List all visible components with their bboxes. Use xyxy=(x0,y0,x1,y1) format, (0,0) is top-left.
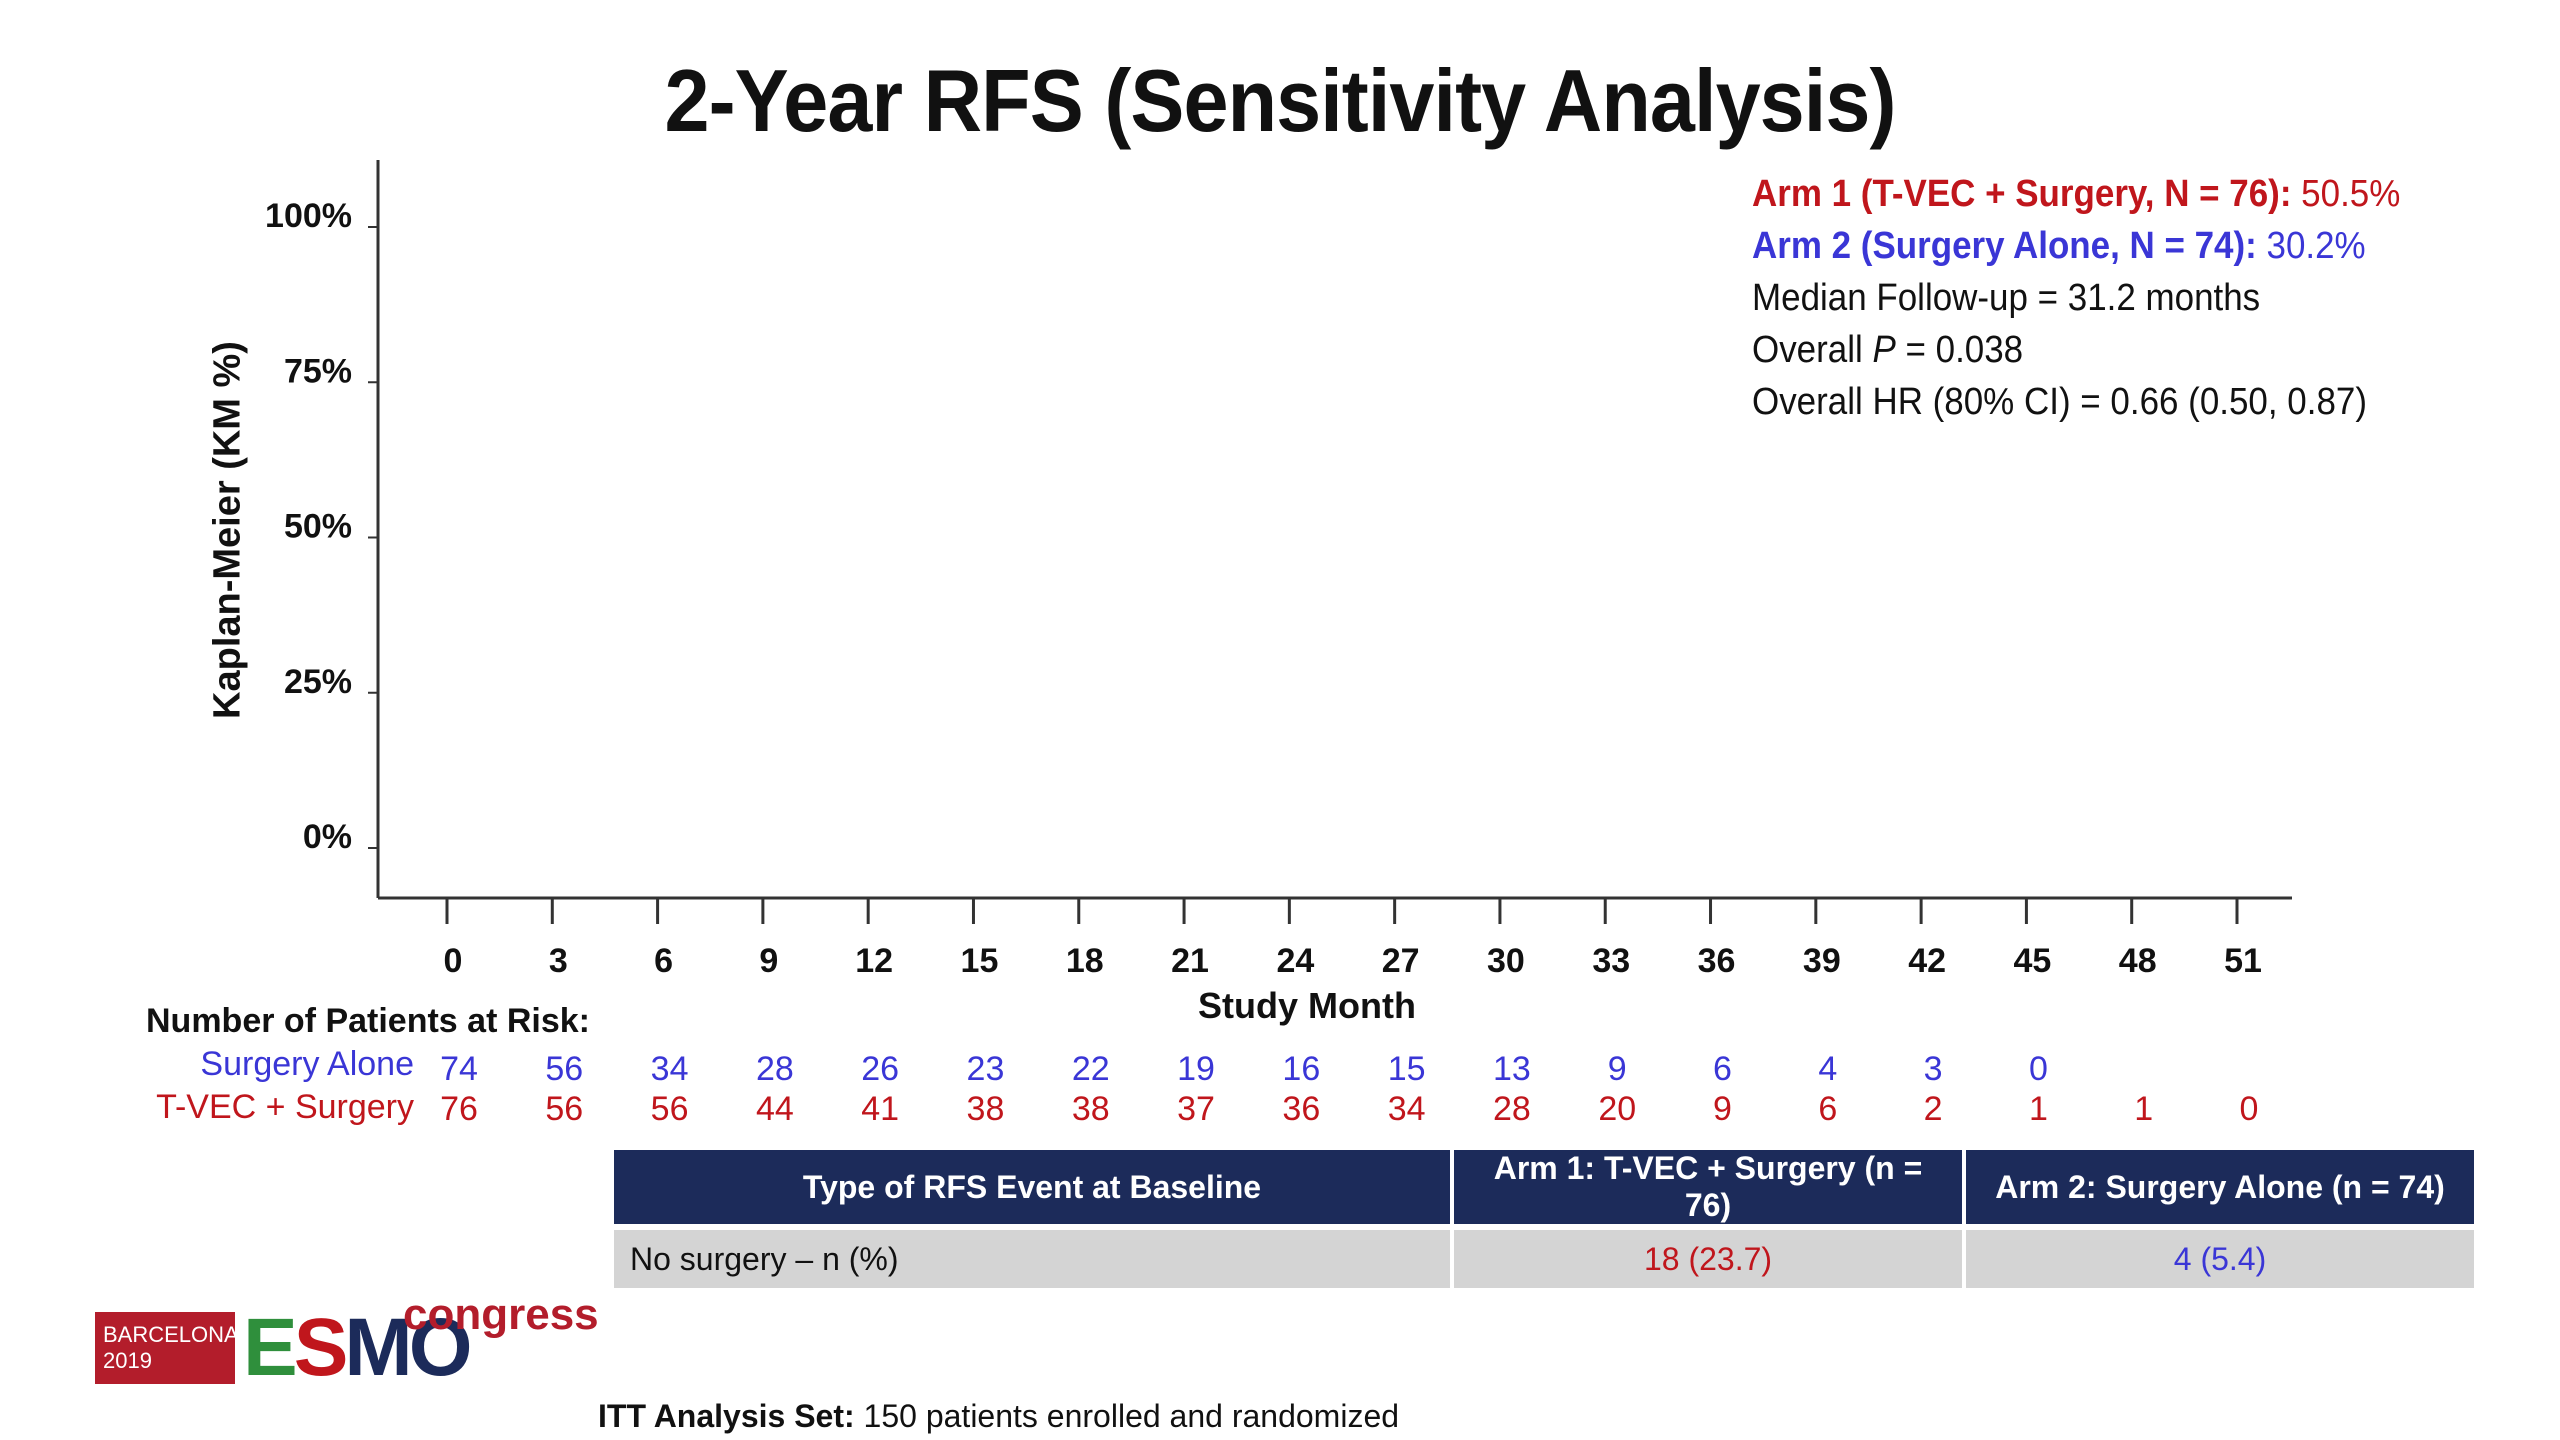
risk-value: 76 xyxy=(440,1090,478,1128)
x-tick-label: 21 xyxy=(1171,942,1209,980)
pvalue-rest: = 0.038 xyxy=(1895,329,2024,371)
risk-value: 15 xyxy=(1387,1050,1426,1088)
risk-value: 28 xyxy=(1493,1090,1531,1128)
logo-year: 2019 xyxy=(103,1348,152,1373)
arm2-value: 30.2% xyxy=(2266,225,2366,267)
risk-value: 56 xyxy=(650,1090,689,1128)
risk-value: 56 xyxy=(545,1050,584,1088)
logo-city-badge: BARCELONA 2019 xyxy=(95,1312,239,1384)
y-tick-label: 0% xyxy=(303,818,352,856)
risk-value: 41 xyxy=(861,1090,900,1128)
risk-value: 38 xyxy=(1071,1090,1110,1128)
events-header-row: Type of RFS Event at Baseline Arm 1: T-V… xyxy=(614,1150,2474,1224)
y-tick-label: 75% xyxy=(284,352,352,390)
stats-box: Arm 1 (T-VEC + Surgery, N = 76): 50.5% A… xyxy=(1752,168,2400,428)
x-tick-label: 3 xyxy=(549,942,568,980)
risk-value: 1 xyxy=(2028,1090,2048,1128)
risk-value: 37 xyxy=(1177,1090,1215,1128)
y-tick-label: 100% xyxy=(265,197,352,235)
risk-value: 1 xyxy=(2134,1090,2154,1128)
x-tick-label: 51 xyxy=(2224,942,2262,980)
logo-esmo: ESMO xyxy=(243,1307,473,1389)
footer-bold: ITT Analysis Set: xyxy=(598,1398,855,1434)
risk-value: 20 xyxy=(1598,1090,1637,1128)
logo-letter-o: O xyxy=(408,1302,473,1393)
arm1-label: Arm 1 (T-VEC + Surgery, N = 76): xyxy=(1752,173,2292,215)
risk-value: 56 xyxy=(545,1090,584,1128)
risk-label-tvec-surgery: T-VEC + Surgery xyxy=(156,1088,414,1126)
x-tick-label: 27 xyxy=(1382,942,1420,980)
arm1-stat: Arm 1 (T-VEC + Surgery, N = 76): 50.5% xyxy=(1752,168,2400,220)
x-tick-label: 36 xyxy=(1698,942,1736,980)
x-tick-label: 12 xyxy=(855,942,893,980)
followup-stat: Median Follow-up = 31.2 months xyxy=(1752,277,2261,319)
risk-value: 9 xyxy=(1607,1050,1627,1088)
pvalue-prefix: Overall xyxy=(1752,329,1873,371)
chart-title: 2-Year RFS (Sensitivity Analysis) xyxy=(664,51,1896,150)
arm1-value: 50.5% xyxy=(2301,173,2401,215)
risk-value: 44 xyxy=(755,1090,794,1128)
risk-value: 16 xyxy=(1282,1050,1321,1088)
x-tick-label: 45 xyxy=(2013,942,2051,980)
events-cell-type: No surgery – n (%) xyxy=(614,1224,1450,1288)
x-axis-label: Study Month xyxy=(1198,985,1416,1026)
pvalue-p: P xyxy=(1872,329,1896,371)
risk-value: 9 xyxy=(1713,1090,1732,1128)
risk-value: 0 xyxy=(2239,1090,2259,1128)
events-header-arm1: Arm 1: T-VEC + Surgery (n = 76) xyxy=(1454,1150,1962,1224)
risk-value: 6 xyxy=(1818,1090,1838,1128)
events-row: No surgery – n (%) 18 (23.7) 4 (5.4) xyxy=(614,1224,2474,1288)
x-tick-label: 0 xyxy=(444,942,463,980)
events-cell-arm2: 4 (5.4) xyxy=(1966,1224,2474,1288)
risk-value: 4 xyxy=(1818,1050,1838,1088)
risk-value: 0 xyxy=(2028,1050,2048,1088)
risk-table-title: Number of Patients at Risk: xyxy=(146,1002,590,1040)
risk-value: 19 xyxy=(1177,1050,1215,1088)
y-tick-label: 25% xyxy=(284,663,352,701)
risk-value: 26 xyxy=(861,1050,900,1088)
pvalue-stat: Overall P = 0.038 xyxy=(1752,324,2400,376)
events-table: Type of RFS Event at Baseline Arm 1: T-V… xyxy=(610,1150,2478,1288)
esmo-logo: BARCELONA 2019 ESMO congress xyxy=(95,1290,599,1390)
events-header-arm2: Arm 2: Surgery Alone (n = 74) xyxy=(1966,1150,2474,1224)
x-tick-label: 39 xyxy=(1803,942,1841,980)
logo-letter-s: S xyxy=(293,1302,349,1393)
risk-value: 6 xyxy=(1713,1050,1732,1088)
logo-city: BARCELONA xyxy=(103,1322,239,1347)
risk-value: 2 xyxy=(1923,1090,1943,1128)
risk-label-surgery-alone: Surgery Alone xyxy=(200,1045,414,1083)
x-tick-label: 42 xyxy=(1908,942,1946,980)
x-tick-label: 30 xyxy=(1487,942,1525,980)
events-cell-arm1: 18 (23.7) xyxy=(1454,1224,1962,1288)
hr-stat: Overall HR (80% CI) = 0.66 (0.50, 0.87) xyxy=(1752,381,2367,423)
arm2-stat: Arm 2 (Surgery Alone, N = 74): 30.2% xyxy=(1752,220,2400,272)
x-tick-label: 33 xyxy=(1592,942,1630,980)
logo-letter-e: E xyxy=(243,1302,298,1393)
x-tick-label: 15 xyxy=(961,942,999,980)
risk-value: 23 xyxy=(966,1050,1005,1088)
risk-value: 28 xyxy=(755,1050,794,1088)
risk-value: 13 xyxy=(1493,1050,1531,1088)
risk-value: 22 xyxy=(1071,1050,1110,1088)
risk-value: 38 xyxy=(966,1090,1005,1128)
x-tick-label: 9 xyxy=(759,942,778,980)
risk-value: 34 xyxy=(1387,1090,1426,1128)
arm2-label: Arm 2 (Surgery Alone, N = 74): xyxy=(1752,225,2257,267)
footer-text: 150 patients enrolled and randomized xyxy=(854,1398,1400,1434)
x-tick-label: 24 xyxy=(1276,942,1314,980)
x-tick-label: 6 xyxy=(654,942,673,980)
logo-congress: congress xyxy=(403,1290,599,1339)
x-tick-label: 48 xyxy=(2119,942,2157,980)
risk-value: 74 xyxy=(440,1050,478,1088)
footer-note: ITT Analysis Set: 150 patients enrolled … xyxy=(598,1398,1399,1435)
logo-letter-m: M xyxy=(344,1302,412,1393)
risk-value: 34 xyxy=(650,1050,689,1088)
risk-value: 36 xyxy=(1282,1090,1321,1128)
y-tick-label: 50% xyxy=(284,508,352,546)
risk-value: 3 xyxy=(1923,1050,1943,1088)
events-header-type: Type of RFS Event at Baseline xyxy=(614,1150,1450,1224)
x-tick-label: 18 xyxy=(1066,942,1104,980)
